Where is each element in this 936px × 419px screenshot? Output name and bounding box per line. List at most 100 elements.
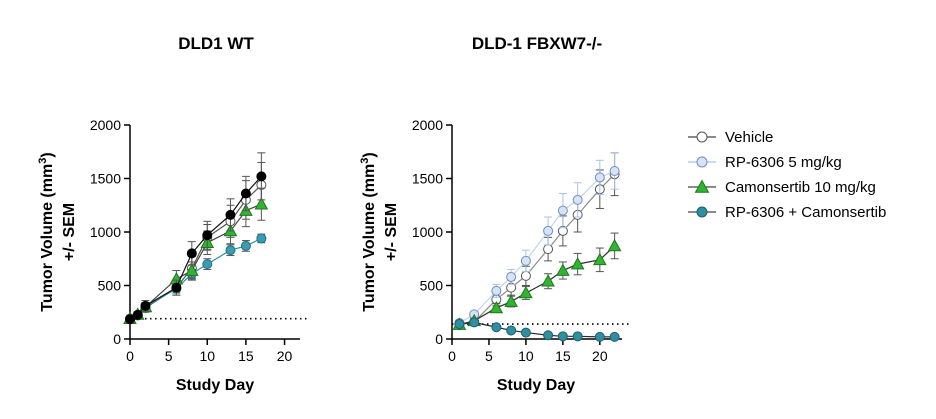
data-point	[594, 331, 605, 342]
x-tick-label: 5	[485, 348, 493, 364]
data-point	[519, 285, 533, 299]
y-tick-label: 0	[113, 331, 121, 347]
svg-text:Tumor Volume (mm3): Tumor Volume (mm3)	[37, 152, 56, 311]
y-axis-title-text: Tumor Volume (mm	[39, 164, 56, 312]
data-point	[254, 197, 269, 210]
legend-symbol	[696, 156, 708, 168]
x-axis-title: Study Day	[176, 377, 254, 394]
series-line	[459, 170, 615, 324]
data-point	[556, 263, 570, 276]
data-point	[541, 274, 555, 287]
legend: Vehicle RP-6306 5 mg/kg Camonsertib 10 m…	[688, 129, 886, 221]
data-point	[609, 166, 620, 177]
legend-item-camonsertib: Camonsertib 10 mg/kg	[688, 179, 876, 196]
series-line	[459, 321, 615, 338]
data-point	[491, 285, 502, 296]
legend-symbol	[694, 179, 710, 193]
y-tick-label: 1500	[412, 171, 443, 187]
legend-marker	[688, 131, 716, 143]
data-point	[240, 188, 251, 199]
x-tick-label: 0	[126, 348, 134, 364]
legend-label: RP-6306 5 mg/kg	[725, 154, 842, 171]
data-point	[491, 322, 502, 333]
legend-item-combination: RP-6306 + Camonsertib	[688, 204, 886, 221]
y-tick-label: 0	[435, 331, 443, 347]
legend-symbol	[696, 131, 708, 143]
y-tick-label: 500	[420, 278, 444, 294]
legend-label: Camonsertib 10 mg/kg	[725, 179, 876, 196]
data-point	[506, 271, 517, 282]
series-group	[452, 152, 630, 342]
axes: 0 500 1000 1500 2000 0 5 10 15 20	[412, 117, 622, 364]
data-point	[572, 331, 583, 342]
y-tick-label: 2000	[412, 117, 443, 133]
series-line	[459, 173, 616, 326]
legend-marker	[688, 156, 716, 168]
data-point	[202, 259, 213, 270]
x-tick-label: 10	[518, 348, 534, 364]
data-point	[140, 300, 151, 311]
chart-title: DLD1 WT	[178, 34, 254, 53]
data-point	[132, 309, 143, 320]
data-point	[469, 317, 480, 328]
data-point	[506, 325, 517, 336]
series-line	[459, 245, 616, 326]
y-axis-title-superscript: 3	[359, 158, 371, 164]
data-point	[557, 331, 568, 342]
x-axis-title: Study Day	[497, 377, 575, 394]
legend-item-rp6306: RP-6306 5 mg/kg	[688, 154, 842, 171]
legend-marker	[688, 206, 716, 218]
series-vehicle	[454, 152, 620, 331]
data-point	[543, 225, 554, 236]
y-axis-title-line2: +/- SEM	[383, 203, 400, 261]
svg-text:Tumor Volume (mm3): Tumor Volume (mm3)	[359, 152, 378, 311]
series-rp-6306-camonsertib	[125, 152, 267, 325]
x-tick-label: 0	[448, 348, 456, 364]
x-tick-label: 15	[238, 348, 254, 364]
data-point	[609, 331, 620, 342]
data-point	[240, 240, 251, 251]
y-axis-title-text: Tumor Volume (mm	[361, 164, 378, 312]
y-tick-label: 1000	[412, 224, 443, 240]
series-group	[123, 152, 308, 325]
legend-label: Vehicle	[725, 129, 773, 146]
data-point	[171, 282, 182, 293]
data-point	[125, 314, 135, 325]
x-tick-label: 20	[277, 348, 293, 364]
data-point	[256, 233, 267, 244]
legend-marker	[688, 179, 716, 193]
y-tick-label: 500	[98, 278, 122, 294]
legend-symbol	[696, 206, 708, 218]
y-axis-title: Tumor Volume (mm3) +/- SEM	[359, 152, 400, 311]
data-point	[186, 248, 197, 259]
series-rp-6306-camonsertib	[454, 317, 620, 342]
data-point	[594, 172, 605, 183]
x-tick-label: 5	[165, 348, 173, 364]
data-point	[520, 327, 531, 338]
y-axis-title-close: )	[361, 152, 378, 157]
data-point	[592, 252, 607, 266]
data-point	[225, 209, 236, 220]
data-point	[225, 245, 236, 256]
y-tick-label: 2000	[90, 117, 121, 133]
data-point	[202, 230, 213, 241]
axes: 0 500 1000 1500 2000 0 5 10 15 20	[90, 117, 300, 364]
data-point	[256, 171, 267, 182]
y-axis-title-close: )	[39, 152, 56, 157]
chart-title: DLD-1 FBXW7-/-	[472, 34, 602, 53]
data-point	[454, 319, 465, 330]
legend-label: RP-6306 + Camonsertib	[725, 204, 886, 221]
data-point	[543, 330, 554, 341]
panel-dld1-wt: DLD1 WT 0 500 1000 1500 2000 0 5 10 15 20 Study D…	[37, 34, 308, 394]
y-tick-label: 1500	[90, 171, 121, 187]
x-tick-label: 10	[199, 348, 215, 364]
series-rp-6306-5-mg-kg	[454, 152, 620, 328]
x-tick-label: 20	[592, 348, 608, 364]
data-point	[489, 300, 504, 314]
y-axis-title: Tumor Volume (mm3) +/- SEM	[37, 152, 78, 311]
data-point	[572, 194, 583, 205]
data-point	[607, 238, 622, 252]
data-point	[520, 270, 531, 281]
